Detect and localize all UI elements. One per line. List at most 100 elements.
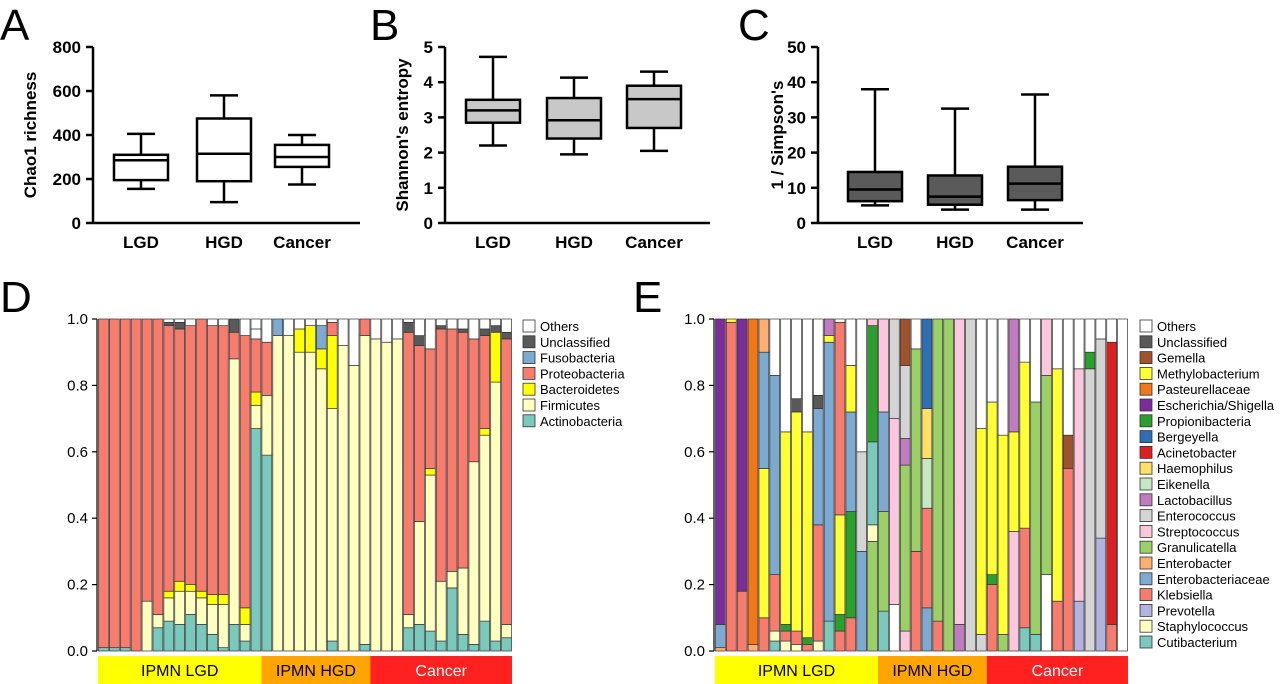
bar-segment-e: [856, 551, 868, 652]
bar-segment-d: [457, 318, 469, 330]
bar-segment-d: [457, 634, 469, 652]
legend-swatch-d: [522, 335, 536, 349]
x-tick-label-c: Cancer: [1006, 233, 1064, 252]
bar-segment-d: [392, 318, 403, 340]
bar-segment-e: [975, 428, 987, 635]
legend-label-e: Streptococcus: [1157, 524, 1240, 539]
bar-segment-d: [457, 331, 469, 569]
bar-segment-e: [1041, 318, 1052, 376]
bar-segment-e: [1073, 318, 1085, 370]
y-tick-label-d: 0.8: [67, 377, 88, 394]
bar-segment-e: [867, 318, 878, 326]
bar-segment-d: [359, 644, 371, 652]
y-tick-label-a: 800: [53, 38, 81, 57]
bar-segment-e: [1019, 527, 1031, 629]
bar-segment-d: [261, 395, 273, 456]
bar-segment-e: [867, 541, 878, 652]
bar-segment-e: [812, 395, 824, 409]
bar-segment-d: [337, 345, 349, 652]
bar-segment-e: [834, 318, 846, 323]
x-tick-label-b: HGD: [555, 233, 593, 252]
bar-segment-e: [1052, 600, 1063, 652]
y-tick-label-e: 0.8: [684, 377, 705, 394]
bar-segment-e: [997, 434, 1009, 635]
bar-segment-d: [250, 404, 262, 429]
bar-segment-e: [823, 341, 835, 622]
bar-segment-e: [899, 365, 911, 439]
y-tick-label-a: 0: [72, 214, 81, 233]
bar-segment-d: [392, 338, 403, 652]
bar-segment-e: [1062, 434, 1074, 469]
bar-segment-e: [1106, 318, 1117, 343]
bar-segment-d: [490, 325, 501, 333]
bar-segment-d: [174, 328, 186, 582]
bar-segment-d: [457, 328, 469, 333]
bar-segment-e: [867, 441, 878, 526]
legend-label-e: Granulicatella: [1157, 540, 1237, 555]
bar-segment-e: [1041, 375, 1052, 575]
legend-swatch-e: [1139, 588, 1153, 601]
bar-segment-e: [780, 624, 791, 632]
x-tick-label-b: Cancer: [625, 233, 683, 252]
y-axis-label-a: Chao1 richness: [21, 72, 40, 199]
bar-segment-d: [294, 318, 305, 330]
bar-segment-d: [109, 318, 120, 649]
bar-segment-d: [359, 318, 371, 336]
bar-segment-e: [758, 318, 770, 353]
box-b: [625, 84, 683, 130]
bar-segment-d: [250, 338, 262, 393]
y-tick-label-e: 0.4: [684, 510, 705, 527]
bar-segment-d: [163, 590, 175, 599]
bar-segment-e: [791, 318, 802, 400]
panel-letter-d: D: [0, 273, 32, 322]
group-label-d: IPMN HGD: [276, 663, 356, 680]
legend-label-e: Unclassified: [1157, 335, 1227, 350]
legend-swatch-e: [1139, 335, 1153, 349]
bar-segment-d: [152, 318, 164, 615]
bar-segment-e: [889, 318, 900, 419]
legend-swatch-e: [1139, 525, 1153, 538]
bar-segment-d: [294, 351, 305, 652]
y-tick-label-e: 1.0: [684, 311, 705, 328]
bar-segment-e: [1052, 318, 1063, 370]
bar-segment-e: [899, 318, 911, 366]
bar-segment-d: [239, 640, 251, 652]
legend-label-e: Bergeyella: [1157, 430, 1219, 445]
box-c: [846, 170, 904, 203]
bar-segment-e: [823, 335, 835, 343]
y-tick-label-c: 50: [787, 38, 806, 57]
bar-segment-e: [921, 408, 933, 459]
bar-segment-e: [1030, 401, 1041, 635]
bar-segment-e: [1073, 600, 1085, 652]
bar-segment-d: [316, 318, 327, 326]
bar-segment-e: [1019, 361, 1031, 529]
bar-segment-d: [490, 640, 501, 652]
bar-segment-d: [326, 408, 338, 642]
bar-segment-d: [490, 318, 501, 326]
legend-label-e: Enterobacter: [1157, 556, 1232, 571]
bar-segment-d: [326, 640, 338, 652]
bar-segment-d: [446, 328, 458, 572]
x-tick-label-c: HGD: [936, 233, 974, 252]
bar-segment-e: [769, 375, 781, 575]
bar-segment-e: [780, 431, 791, 625]
y-tick-label-b: 0: [424, 214, 433, 233]
bar-segment-e: [954, 624, 965, 652]
bar-segment-d: [490, 331, 501, 383]
bar-segment-e: [1062, 318, 1074, 436]
bar-segment-d: [457, 567, 469, 635]
bar-segment-e: [997, 318, 1009, 436]
x-tick-label-a: LGD: [123, 233, 159, 252]
legend-label-e: Staphylococcus: [1157, 619, 1249, 634]
legend-swatch-e: [1139, 509, 1153, 523]
legend-label-e: Gemella: [1157, 351, 1206, 366]
box-a: [112, 153, 170, 182]
bar-segment-d: [174, 321, 186, 330]
bar-segment-e: [932, 620, 944, 652]
bar-segment-e: [878, 318, 889, 413]
legend-swatch-e: [1139, 461, 1153, 475]
bar-segment-d: [316, 348, 327, 370]
bar-segment-d: [141, 318, 153, 602]
bar-segment-e: [791, 411, 802, 632]
group-label-e: IPMN HGD: [892, 663, 972, 680]
